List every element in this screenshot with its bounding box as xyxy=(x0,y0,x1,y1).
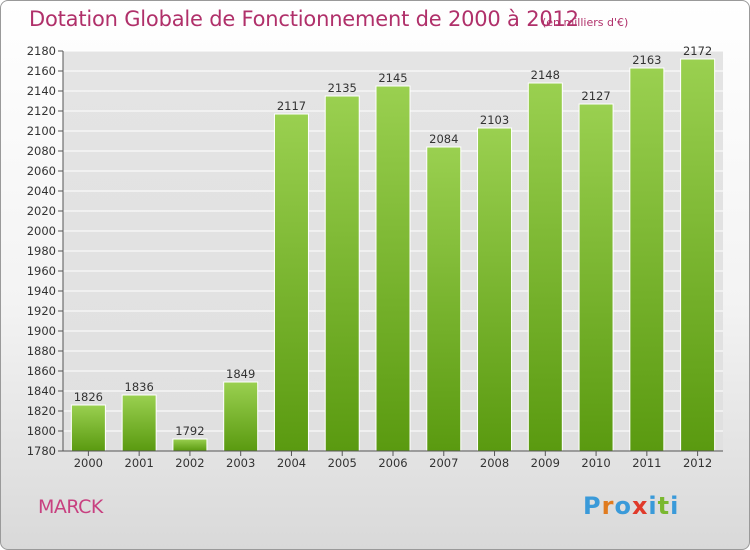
x-tick-label: 2004 xyxy=(277,456,306,470)
y-tick-label: 1840 xyxy=(27,384,56,398)
bar-value-label: 1849 xyxy=(226,367,255,381)
y-tick-label: 2180 xyxy=(27,44,56,58)
commune-name: MARCK xyxy=(38,496,103,518)
x-tick-label: 2011 xyxy=(632,456,661,470)
x-tick-label: 2000 xyxy=(74,456,103,470)
x-tick-label: 2010 xyxy=(581,456,610,470)
bar xyxy=(680,58,716,452)
bar-value-label: 2148 xyxy=(531,68,560,82)
bar xyxy=(426,146,462,452)
bar-value-label: 2103 xyxy=(480,113,509,127)
y-tick-label: 1920 xyxy=(27,304,56,318)
y-tick-label: 1900 xyxy=(27,324,56,338)
y-tick-label: 1860 xyxy=(27,364,56,378)
logo-letter: P xyxy=(583,492,602,520)
logo-letter: x xyxy=(631,492,649,520)
chart-title: Dotation Globale de Fonctionnement de 20… xyxy=(29,7,579,31)
x-tick-label: 2012 xyxy=(683,456,712,470)
x-tick-label: 2008 xyxy=(480,456,509,470)
y-tick-label: 2140 xyxy=(27,84,56,98)
logo-letter: i xyxy=(648,492,658,520)
x-tick-label: 2006 xyxy=(378,456,407,470)
bar xyxy=(324,95,360,452)
bar xyxy=(121,394,157,452)
x-tick-label: 2003 xyxy=(226,456,255,470)
x-tick-label: 2002 xyxy=(175,456,204,470)
x-tick-label: 2009 xyxy=(531,456,560,470)
bar xyxy=(223,381,259,452)
bar xyxy=(172,438,208,452)
y-tick-label: 2080 xyxy=(27,144,56,158)
y-tick-label: 2020 xyxy=(27,204,56,218)
bar-value-label: 2084 xyxy=(429,132,458,146)
x-tick-label: 2007 xyxy=(429,456,458,470)
bar-value-label: 2135 xyxy=(328,81,357,95)
bar-value-label: 1792 xyxy=(175,424,204,438)
y-tick-label: 2060 xyxy=(27,164,56,178)
bar xyxy=(527,82,563,452)
bar xyxy=(273,113,309,452)
bar-value-label: 1826 xyxy=(74,390,103,404)
y-tick-label: 2040 xyxy=(27,184,56,198)
bar-value-label: 2117 xyxy=(277,99,306,113)
y-tick-label: 1800 xyxy=(27,424,56,438)
bar xyxy=(477,127,513,452)
bar-value-label: 2145 xyxy=(378,71,407,85)
x-tick-label: 2001 xyxy=(125,456,154,470)
y-tick-label: 2120 xyxy=(27,104,56,118)
bar-value-label: 2127 xyxy=(581,89,610,103)
bar xyxy=(578,103,614,452)
y-tick-label: 1980 xyxy=(27,244,56,258)
bar-value-label: 1836 xyxy=(125,380,154,394)
y-tick-label: 1960 xyxy=(27,264,56,278)
y-tick-label: 1940 xyxy=(27,284,56,298)
y-tick-label: 2160 xyxy=(27,64,56,78)
logo-letter: t xyxy=(657,492,671,520)
bar-value-label: 2172 xyxy=(683,44,712,58)
bar xyxy=(375,85,411,452)
y-tick-label: 1820 xyxy=(27,404,56,418)
y-tick-label: 2000 xyxy=(27,224,56,238)
logo-letter: i xyxy=(670,492,680,520)
bar xyxy=(629,67,665,452)
bar xyxy=(70,404,106,452)
y-tick-label: 1780 xyxy=(27,444,56,458)
logo-letter: r xyxy=(601,492,615,520)
bar-value-label: 2163 xyxy=(632,53,661,67)
proxiti-logo[interactable]: Proxiti xyxy=(583,492,679,520)
logo-letter: o xyxy=(614,492,632,520)
y-tick-label: 1880 xyxy=(27,344,56,358)
y-tick-label: 2100 xyxy=(27,124,56,138)
x-tick-label: 2005 xyxy=(328,456,357,470)
chart-unit: (en milliers d'€) xyxy=(542,16,629,29)
